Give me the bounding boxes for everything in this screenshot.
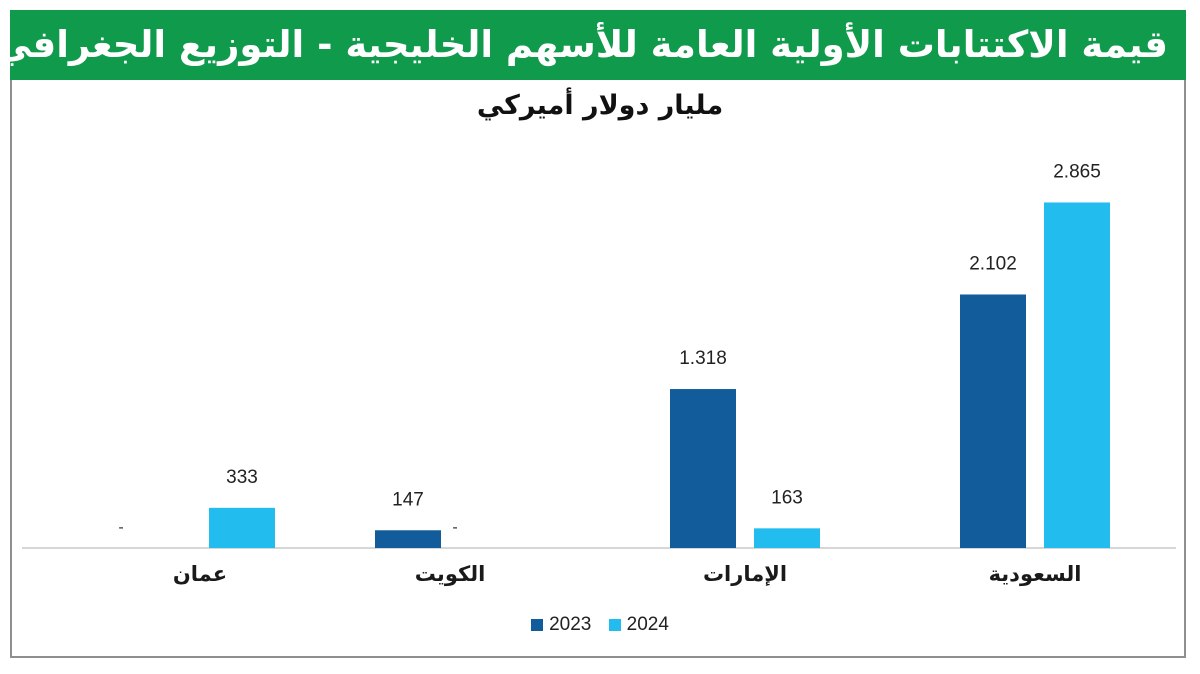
chart-title: قيمة الاكتتابات الأولية العامة للأسهم ال… — [0, 23, 1168, 66]
legend: 2023 2024 — [0, 614, 1200, 637]
data-label-2023-1: 147 — [392, 489, 424, 510]
category-label-0: عمان — [173, 562, 227, 586]
category-label-1: الكويت — [415, 562, 486, 586]
legend-item-2024: 2024 — [608, 614, 669, 636]
bar-2023-3 — [960, 294, 1026, 548]
category-label-2: الإمارات — [703, 562, 787, 586]
data-label-2024-2: 163 — [771, 487, 803, 508]
bar-2024-0 — [209, 507, 275, 548]
data-label-2023-3: 2.102 — [969, 253, 1017, 274]
legend-item-2023: 2023 — [531, 614, 591, 636]
data-label-2024-1: - — [452, 519, 457, 536]
bar-2024-3 — [1044, 202, 1110, 549]
legend-label-2023: 2023 — [549, 614, 592, 635]
chart-subtitle: مليار دولار أميركي — [476, 90, 724, 121]
data-label-2023-2: 1.318 — [679, 348, 727, 369]
data-label-2024-0: 333 — [226, 467, 258, 488]
title-banner: قيمة الاكتتابات الأولية العامة للأسهم ال… — [0, 10, 1186, 80]
legend-swatch-2023 — [531, 619, 544, 631]
data-label-2024-3: 2.865 — [1053, 161, 1101, 182]
legend-swatch-2024 — [608, 619, 621, 631]
data-label-2023-0: - — [118, 519, 123, 536]
legend-label-2024: 2024 — [626, 614, 669, 635]
bar-2023-1 — [375, 530, 441, 548]
bar-2023-2 — [670, 389, 736, 548]
category-label-3: السعودية — [989, 562, 1082, 586]
bar-2024-2 — [754, 528, 820, 548]
